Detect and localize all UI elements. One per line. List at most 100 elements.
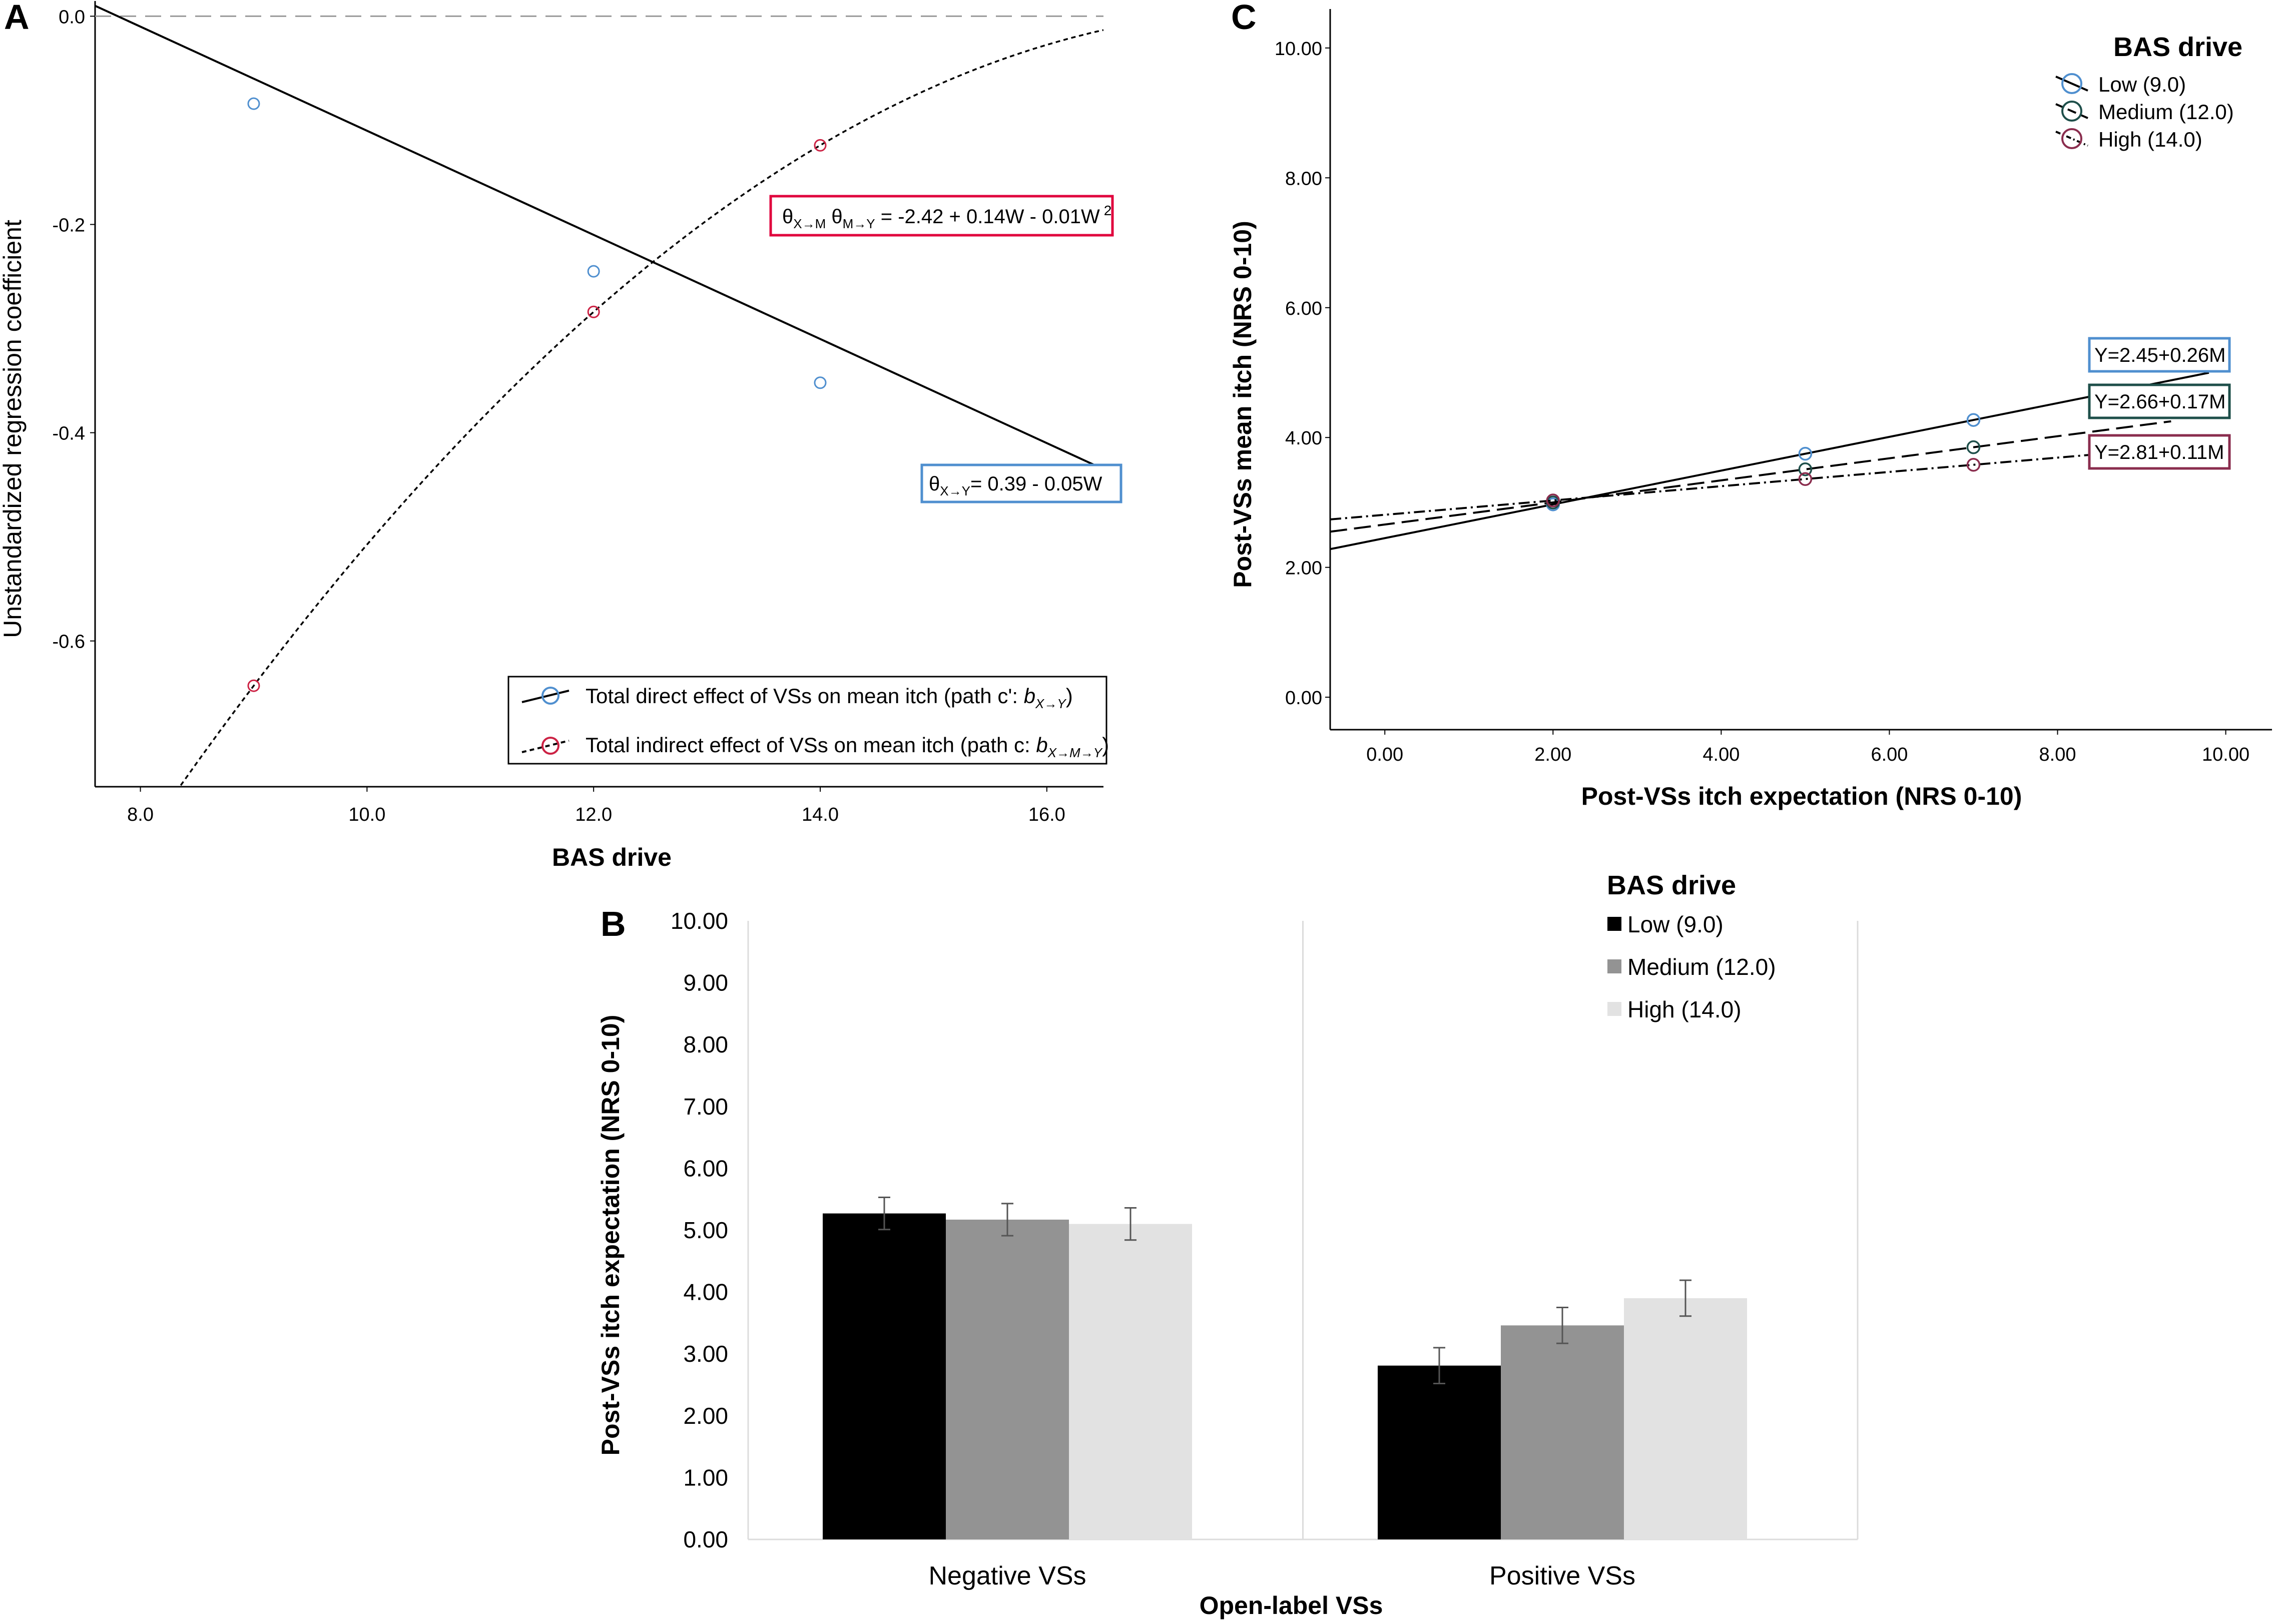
panel-b-y-tick-label: 4.00 — [683, 1279, 728, 1305]
panel-c-equation-label: Y=2.45+0.26M — [2094, 344, 2225, 366]
panel-b-legend-swatch — [1607, 1002, 1621, 1016]
panel-c-y-axis-label: Post-VSs mean itch (NRS 0-10) — [1229, 221, 1257, 588]
panel-c-y-tick-label: 8.00 — [1285, 168, 1322, 189]
eq-sub: X→M — [793, 216, 826, 231]
panel-a-x-axis-label: BAS drive — [552, 843, 672, 871]
panel-c-point — [1546, 493, 1560, 507]
panel-a-direct-effect-point — [587, 265, 600, 278]
panel-c-point — [1798, 462, 1813, 476]
panel-b-category-label: Negative VSs — [928, 1561, 1086, 1590]
panel-a-direct-effect-point — [814, 376, 827, 389]
panel-a-legend-line-dotted — [521, 740, 570, 753]
panel-b-y-tick-label: 0.00 — [683, 1526, 728, 1552]
panel-a-y-tick-label: -0.4 — [53, 423, 85, 444]
panel-b-y-tick-label: 6.00 — [683, 1155, 728, 1181]
panel-c-line-dashed — [1330, 420, 2171, 533]
panel-c-legend-marker — [2061, 101, 2082, 122]
panel-b-category-label: Positive VSs — [1489, 1561, 1635, 1590]
panel-b: B 0.00 1.00 2.00 3.00 4.00 5.00 6.00 7.00 8.00 9.0… — [597, 870, 1859, 1619]
panel-c-x-tick-label: 6.00 — [1871, 744, 1908, 765]
panel-a-direct-equation-box — [920, 463, 1122, 503]
panel-c-y-tick-label: 0.00 — [1285, 688, 1322, 709]
panel-c-x-tick-label: 4.00 — [1702, 744, 1740, 765]
panel-a-legend-label-indirect: Total indirect effect of VSs on mean itc… — [586, 733, 1109, 760]
legend-sub: X→M→Y — [1047, 745, 1103, 760]
panel-b-legend-label: Medium (12.0) — [1627, 954, 1776, 980]
panel-c-equation-box — [2088, 337, 2231, 373]
eq-rest: = 0.39 - 0.05W — [970, 473, 1102, 495]
panel-a-x-tick-label: 10.0 — [348, 804, 385, 825]
panel-a-y-tick-label: -0.2 — [53, 215, 85, 236]
panel-c-x-axis-label: Post-VSs itch expectation (NRS 0-10) — [1581, 782, 2022, 810]
panel-c-y-tick-label: 2.00 — [1285, 558, 1322, 579]
eq-sub: X→Y — [940, 483, 970, 498]
panel-a-direct-effect-point — [247, 97, 260, 110]
panel-a-y-axis-label: Unstandardized regression coefficient — [0, 220, 27, 638]
panel-c-point — [1966, 457, 1981, 472]
panel-a-direct-effect-line — [95, 5, 1103, 470]
panel-c-point — [1798, 446, 1813, 461]
panel-c-legend-label: High (14.0) — [2098, 128, 2202, 151]
panel-b-legend-title: BAS drive — [1607, 870, 1736, 900]
panel-a-legend-label-direct: Total direct effect of VSs on mean itch … — [586, 684, 1073, 711]
panel-b-legend-label: High (14.0) — [1627, 996, 1742, 1022]
panel-a-indirect-effect-point — [247, 679, 260, 692]
legend-close: ) — [1066, 684, 1073, 708]
legend-close: ) — [1102, 733, 1109, 757]
panel-c-legend-title: BAS drive — [2113, 32, 2242, 62]
panel-b-y-tick-label: 3.00 — [683, 1341, 728, 1367]
panel-b-legend-swatch — [1607, 917, 1621, 931]
panel-a-legend-marker-indirect — [541, 737, 559, 755]
panel-a-x-tick-label: 16.0 — [1028, 804, 1065, 825]
eq-theta: θ — [929, 473, 940, 495]
panel-c-legend-label: Low (9.0) — [2098, 73, 2186, 96]
panel-c-line-solid — [1330, 371, 2209, 551]
panel-b-bar — [1501, 1325, 1624, 1539]
panel-c-y-tick-label: 10.00 — [1275, 39, 1322, 60]
panel-a-legend-marker-direct — [541, 687, 559, 705]
panel-b-y-tick-label: 10.00 — [671, 908, 728, 934]
legend-math: b — [1024, 684, 1035, 708]
panel-b-y-tick-label: 7.00 — [683, 1094, 728, 1120]
panel-c-equation-box — [2088, 434, 2231, 470]
panel-b-y-axis-label: Post-VSs itch expectation (NRS 0-10) — [597, 1015, 625, 1456]
panel-b-y-tick-label: 1.00 — [683, 1464, 728, 1490]
legend-sub: X→Y — [1035, 696, 1066, 711]
panel-a-direct-equation: θX→Y= 0.39 - 0.05W — [929, 473, 1102, 498]
panel-a-legend-line-solid — [521, 690, 570, 703]
eq-sup: 2 — [1104, 203, 1112, 218]
panel-c-x-tick-label: 10.00 — [2202, 744, 2249, 765]
panel-c-y-tick-label: 4.00 — [1285, 428, 1322, 449]
panel-c-legend-line — [2055, 103, 2088, 119]
panel-b-bar — [946, 1219, 1069, 1539]
panel-a-y-tick-label: -0.6 — [53, 632, 85, 653]
panel-b-bar — [823, 1213, 946, 1539]
panel-a-indirect-effect-point — [814, 139, 827, 152]
eq-rest: = -2.42 + 0.14W - 0.01W — [875, 206, 1100, 228]
panel-c-point — [1966, 413, 1981, 427]
panel-b-legend-label: Low (9.0) — [1627, 911, 1724, 937]
panel-b-bar — [1069, 1224, 1192, 1539]
panel-c-equation-label: Y=2.81+0.11M — [2094, 441, 2224, 463]
legend-text: Total direct effect of VSs on mean itch … — [586, 684, 1024, 708]
panel-a-letter: A — [4, 0, 30, 37]
panel-c-legend-marker — [2061, 73, 2082, 94]
panel-c-equation-label: Y=2.66+0.17M — [2094, 391, 2225, 413]
panel-b-y-tick-label: 9.00 — [683, 970, 728, 996]
legend-math: b — [1036, 733, 1047, 757]
panel-a-y-tick-label: 0.0 — [59, 7, 85, 28]
panel-a-x-tick-label: 12.0 — [575, 804, 612, 825]
panel-b-y-tick-label: 2.00 — [683, 1403, 728, 1429]
panel-c-y-tick-label: 6.00 — [1285, 298, 1322, 319]
eq-theta: θ — [826, 206, 842, 228]
panel-c-equation-box — [2088, 383, 2231, 419]
panel-b-y-tick-label: 5.00 — [683, 1217, 728, 1243]
panel-a: A 8.0 10.0 12.0 14.0 16.0 0.0 -0.2 -0.4 -0.6 BAS d… — [0, 0, 1122, 871]
panel-a-indirect-equation-box — [769, 195, 1114, 237]
panel-b-y-tick-label: 8.00 — [683, 1031, 728, 1057]
panel-c-x-tick-label: 0.00 — [1366, 744, 1403, 765]
panel-c-point — [1966, 440, 1981, 454]
panel-b-bar — [1624, 1298, 1747, 1539]
panel-c-point — [1798, 472, 1813, 486]
